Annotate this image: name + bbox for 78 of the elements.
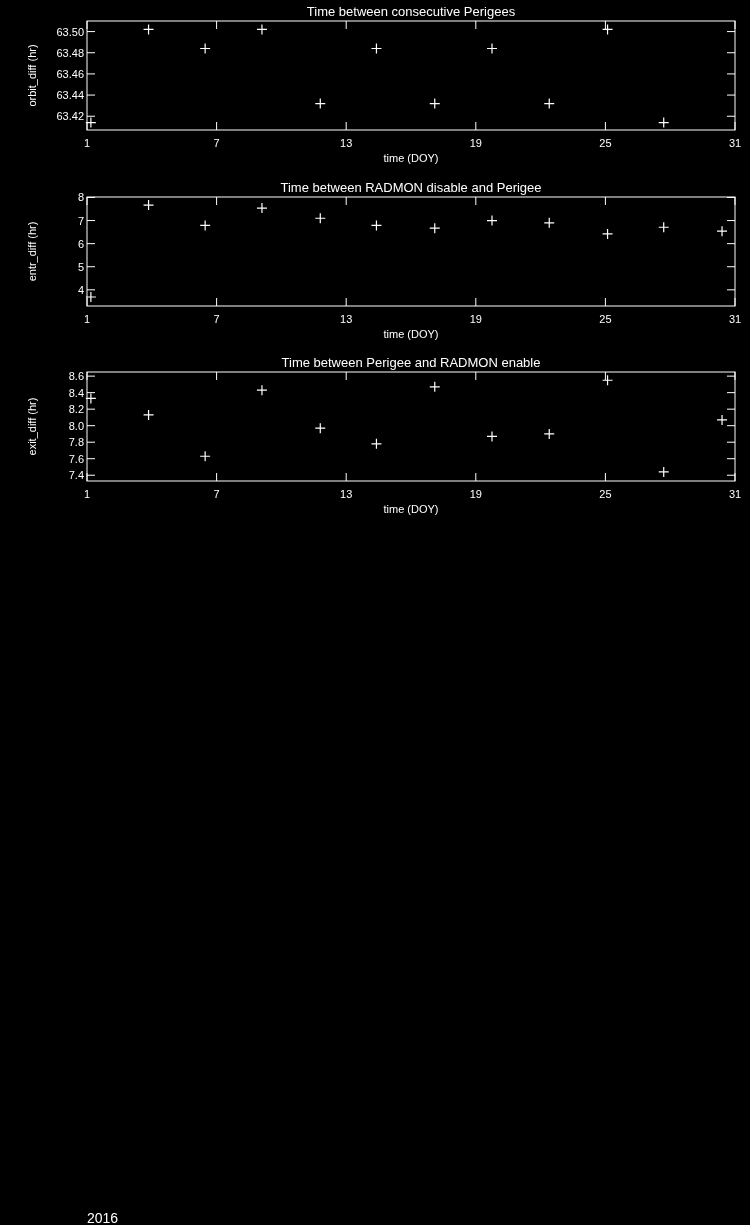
chart-title: Time between RADMON disable and Perigee [280, 180, 542, 195]
point [370, 438, 383, 450]
point [199, 42, 211, 55]
y-tick-label: 8.0 [68, 419, 84, 432]
x-tick-label: 31 [728, 313, 742, 325]
y-tick-label: 63.50 [56, 25, 84, 38]
point [543, 217, 555, 229]
x-tick-label: 1 [83, 137, 91, 149]
x-tick-label: 25 [599, 488, 612, 500]
y-tick-label: 8.4 [68, 386, 84, 399]
point [370, 219, 383, 231]
y-tick-label: 8.2 [68, 403, 84, 416]
text: 2016 [87, 1210, 119, 1225]
x-tick-label: 7 [213, 488, 220, 500]
y-axis-title: exit_diff (hr) [26, 397, 38, 456]
x-tick-label: 25 [599, 313, 612, 325]
x-axis-title: time (DOY) [383, 328, 439, 340]
y-tick-label: 8.6 [68, 370, 84, 383]
point [486, 214, 498, 227]
x-tick-label: 19 [469, 313, 482, 325]
x-tick-label: 1 [83, 313, 91, 325]
point [370, 42, 383, 55]
y-tick-label: 4 [77, 283, 84, 296]
y-tick-label: 63.48 [56, 46, 84, 59]
y-tick-label: 8 [77, 191, 84, 204]
y-tick-label: 63.46 [56, 67, 84, 80]
y-axis-title: orbit_diff (hr) [26, 44, 38, 107]
x-tick-label: 13 [340, 488, 353, 500]
point [199, 450, 211, 462]
point [85, 392, 97, 405]
x-tick-label: 19 [469, 488, 482, 500]
point [486, 430, 498, 443]
x-axis-title: time (DOY) [383, 503, 439, 515]
y-tick-label: 7 [77, 214, 84, 227]
x-axis-title: time (DOY) [383, 152, 439, 164]
point [429, 97, 441, 110]
y-tick-label: 7.4 [68, 469, 84, 482]
x-tick-label: 13 [340, 137, 353, 149]
chart-title: Time between Perigee and RADMON enable [281, 355, 541, 370]
y-axis-title: entr_diff (hr) [26, 221, 38, 282]
point [543, 428, 555, 440]
point [314, 212, 326, 224]
point [85, 291, 97, 303]
y-tick-label: 5 [77, 260, 84, 273]
point [314, 422, 326, 434]
point [486, 42, 498, 55]
point [716, 225, 728, 237]
chart-title: Time between consecutive Perigees [306, 4, 516, 19]
point [314, 97, 326, 110]
x-tick-label: 31 [728, 137, 742, 149]
point [429, 222, 441, 234]
point [543, 97, 555, 110]
point [601, 228, 614, 240]
point [142, 409, 155, 421]
y-tick-label: 63.44 [56, 89, 84, 102]
x-tick-label: 13 [340, 313, 353, 325]
point [256, 202, 268, 214]
point [142, 199, 155, 211]
point [199, 219, 211, 231]
point [658, 221, 670, 233]
point [658, 466, 670, 478]
point [429, 381, 441, 393]
y-tick-label: 7.6 [68, 452, 84, 465]
point [256, 384, 268, 396]
x-tick-label: 7 [213, 137, 220, 149]
point [256, 23, 268, 36]
x-tick-label: 7 [213, 313, 220, 325]
y-tick-label: 63.42 [56, 110, 84, 123]
x-tick-label: 19 [469, 137, 482, 149]
point [658, 116, 670, 129]
x-tick-label: 25 [599, 137, 612, 149]
y-tick-label: 7.8 [68, 436, 84, 449]
y-tick-label: 6 [77, 237, 84, 250]
point [142, 23, 155, 36]
point [716, 414, 728, 426]
x-tick-label: 31 [728, 488, 742, 500]
x-tick-label: 1 [83, 488, 91, 500]
point [85, 116, 97, 129]
